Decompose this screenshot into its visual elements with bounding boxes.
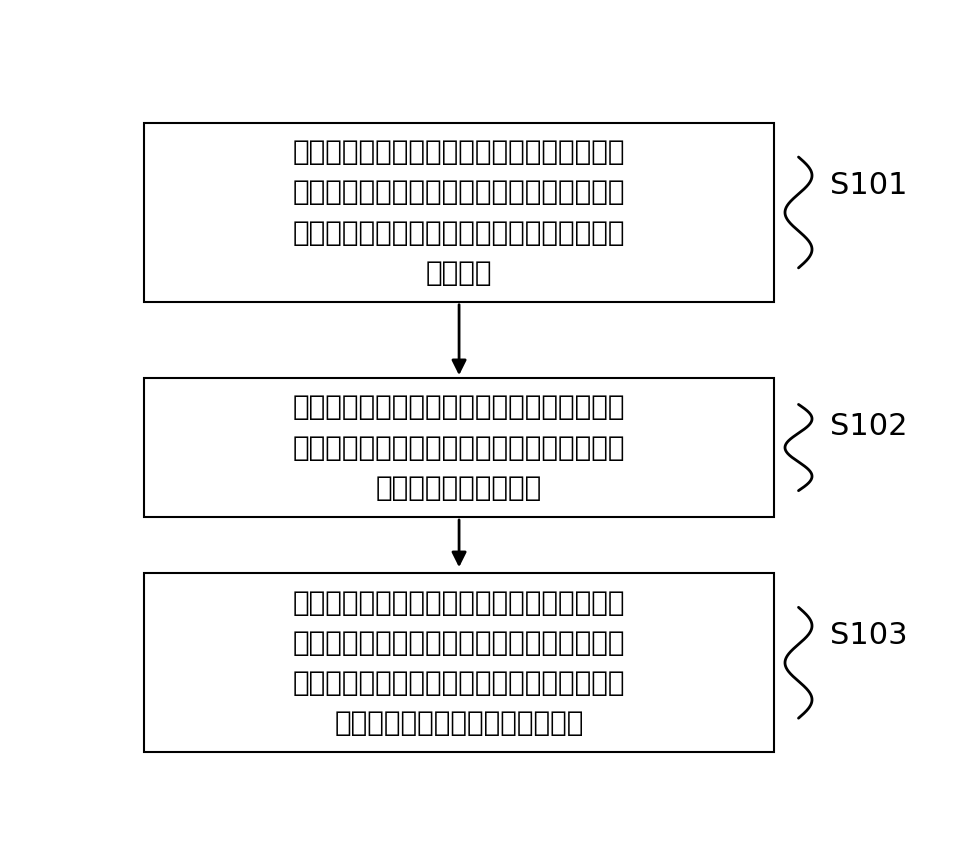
Text: 采用改进马尔可夫链假设或朴素贝叶斯分类器
对所述每个行为模式的多组特征向量进行概率
统计，以每个行为模式中概率最高的特征向量
作为所述行为模式的行为识别向量: 采用改进马尔可夫链假设或朴素贝叶斯分类器 对所述每个行为模式的多组特征向量进行概…: [293, 588, 625, 737]
Bar: [143, 378, 774, 517]
Text: S103: S103: [830, 622, 908, 650]
Text: 按照预设采样频率采集移动终端上多个传感器
的原始数据，并将所有原始数据按照采集对象
的行为模式进行分类，得到不同行为模式的采
样数据集: 按照预设采样频率采集移动终端上多个传感器 的原始数据，并将所有原始数据按照采集对…: [293, 138, 625, 286]
Text: S102: S102: [830, 412, 908, 441]
Bar: [143, 574, 774, 752]
Text: 针对每个行为模式的采样数据集，比较每个传
感器在相邻采样时刻的原始数据，确定每个行
为模式的多组特征向量: 针对每个行为模式的采样数据集，比较每个传 感器在相邻采样时刻的原始数据，确定每个…: [293, 393, 625, 501]
Bar: [143, 123, 774, 302]
Text: S101: S101: [830, 171, 908, 200]
